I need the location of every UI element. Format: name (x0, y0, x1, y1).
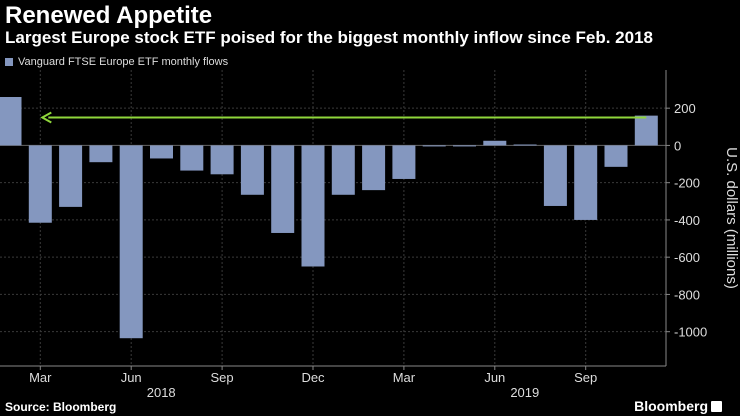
annotation-arrowhead (40, 111, 52, 124)
bar (483, 140, 507, 146)
bar (574, 145, 598, 220)
x-tick-label: Jun (121, 370, 142, 385)
bar (422, 145, 446, 147)
bar (331, 145, 355, 195)
bar (604, 145, 628, 167)
bar (240, 145, 264, 195)
legend: Vanguard FTSE Europe ETF monthly flows (5, 56, 228, 68)
x-tick-label: Mar (29, 370, 52, 385)
y-axis-ticks: 200 0 -200 -400 -600 -800 -1000 (666, 101, 707, 340)
bar (543, 145, 567, 206)
legend-swatch (5, 58, 13, 66)
y-tick-label: -400 (674, 213, 700, 228)
x-tick-label: Sep (211, 370, 234, 385)
y-axis-label: U.S. dollars (millions) (723, 147, 740, 289)
x-tick-label: Jun (484, 370, 505, 385)
y-tick-label: -1000 (674, 325, 707, 340)
grid (0, 70, 667, 366)
annotations (40, 111, 647, 124)
bar (392, 145, 416, 179)
chart-title: Renewed Appetite (5, 2, 213, 29)
bar (513, 144, 537, 146)
x-year-label: 2019 (510, 385, 539, 400)
bar (210, 145, 234, 175)
source-note: Source: Bloomberg (5, 400, 117, 414)
y-tick-label: 200 (674, 101, 696, 116)
x-axis-ticks: Mar Jun Sep Dec Mar Jun Sep 2018 2019 (0, 365, 666, 400)
y-tick-label: -800 (674, 287, 700, 302)
x-tick-label: Sep (574, 370, 597, 385)
bar (271, 145, 295, 233)
bar (89, 145, 113, 163)
bar (634, 115, 658, 146)
bloomberg-logo: Bloomberg (634, 398, 722, 414)
y-tick-label: -200 (674, 176, 700, 191)
legend-label: Vanguard FTSE Europe ETF monthly flows (18, 56, 229, 68)
x-tick-label: Dec (301, 370, 325, 385)
y-tick-label: -600 (674, 250, 700, 265)
x-year-label: 2018 (147, 385, 176, 400)
y-tick-label: 0 (674, 138, 681, 153)
bar (180, 145, 204, 171)
bar (59, 145, 83, 207)
chart-subtitle: Largest Europe stock ETF poised for the … (5, 28, 654, 47)
brand-name: Bloomberg (634, 398, 708, 414)
bar (453, 145, 476, 147)
bar (150, 145, 173, 159)
bar (119, 145, 143, 339)
bloomberg-mark-icon (711, 400, 722, 412)
bar (28, 145, 52, 223)
x-tick-label: Mar (393, 370, 416, 385)
bar (0, 97, 22, 146)
bar (362, 145, 386, 191)
bars (0, 97, 658, 339)
bar (301, 145, 325, 267)
